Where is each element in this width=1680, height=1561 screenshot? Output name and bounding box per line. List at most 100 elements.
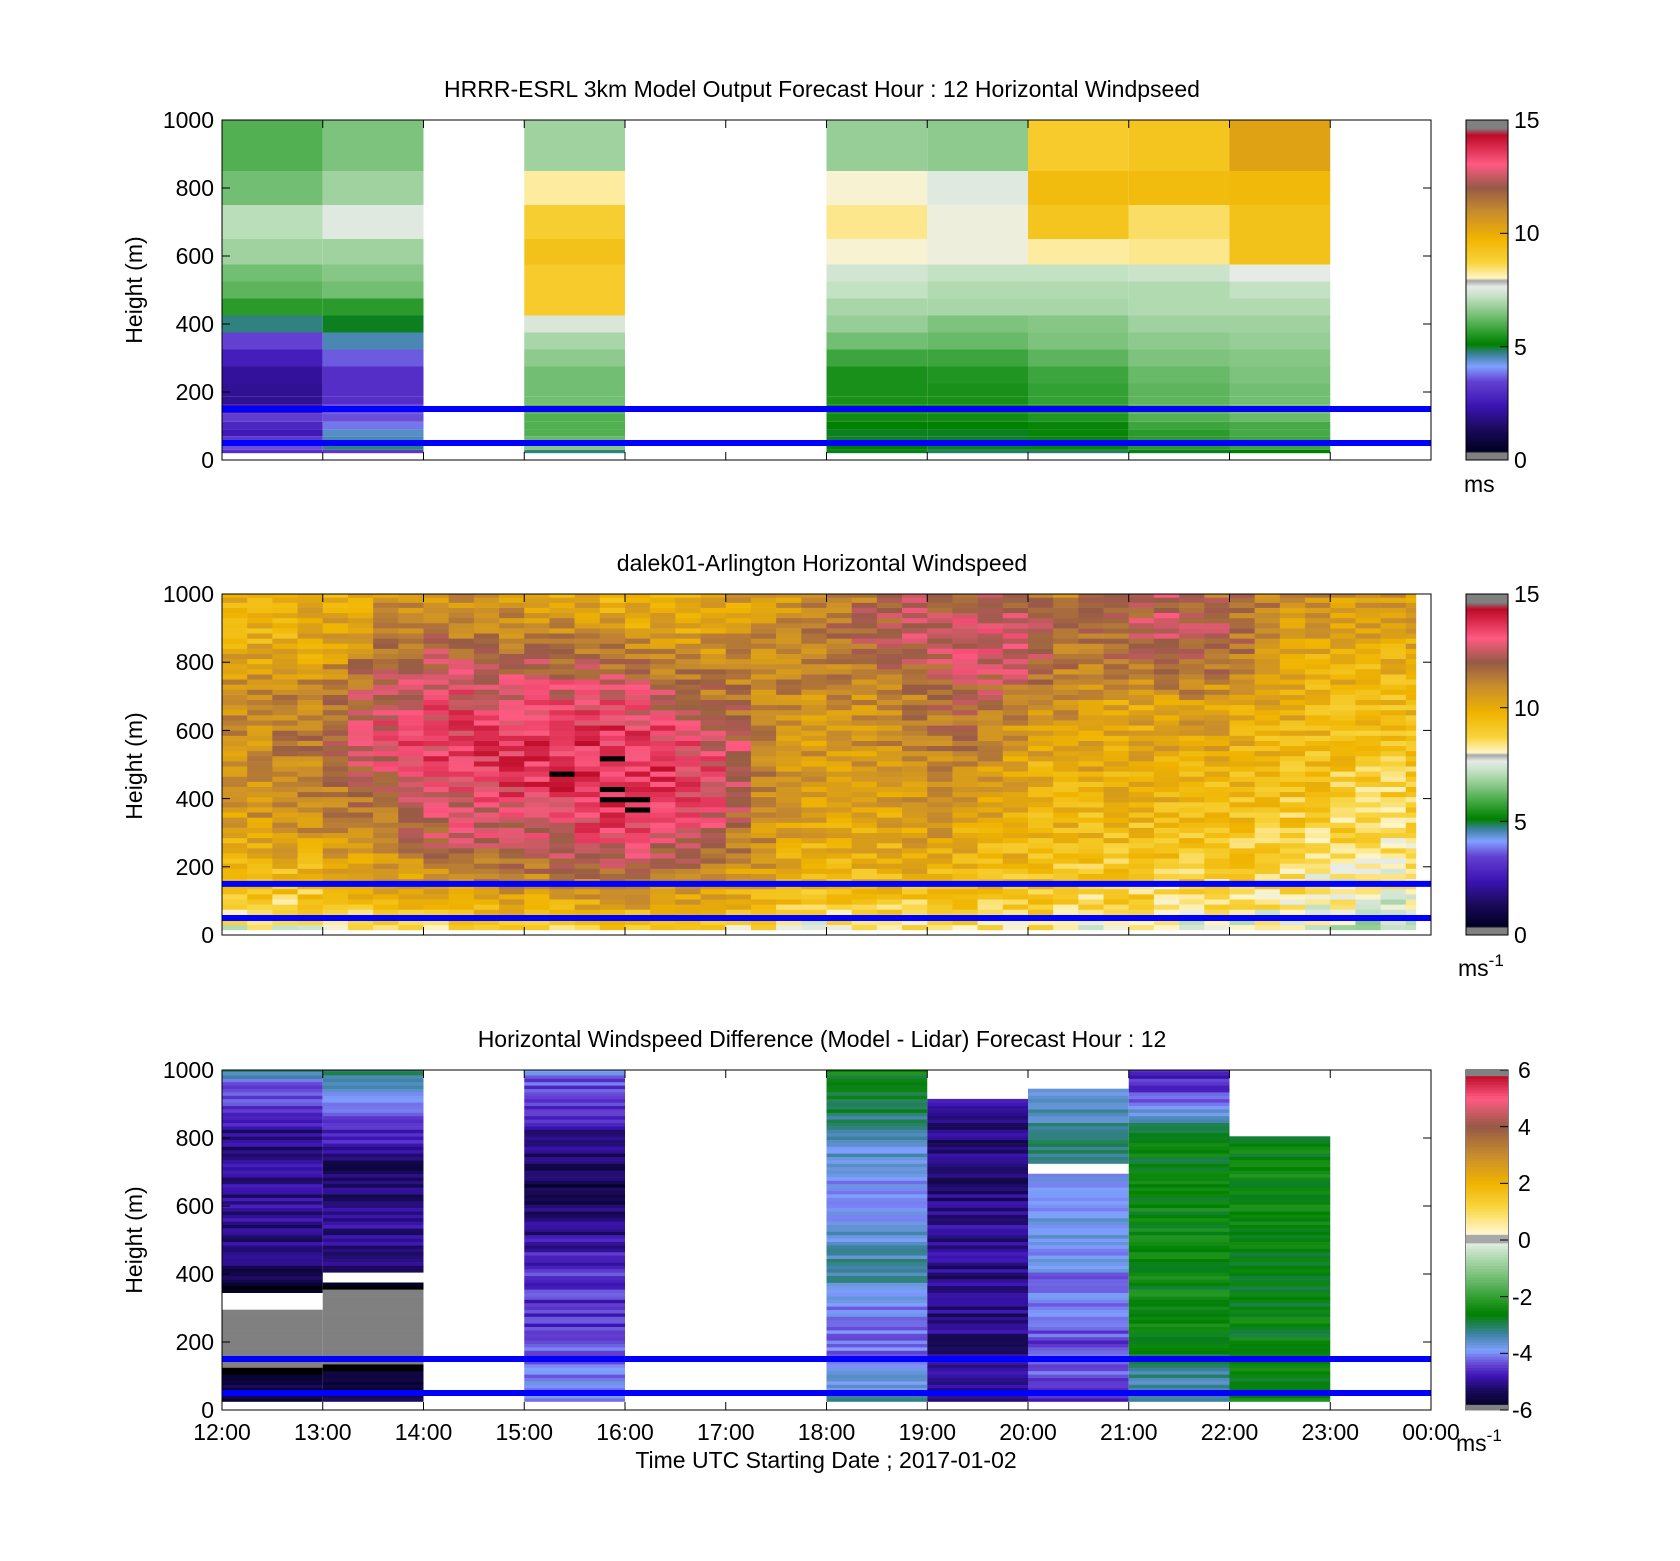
difference-cell: [222, 1102, 323, 1106]
lidar-cell: [499, 709, 525, 716]
difference-cell: [826, 1112, 928, 1117]
lidar-cell: [1153, 699, 1180, 706]
difference-cell: [826, 1262, 928, 1266]
lidar-cell: [574, 827, 601, 833]
difference-cell: [322, 1132, 424, 1137]
lidar-cell: [549, 873, 575, 880]
lidar-cell: [1405, 684, 1417, 690]
lidar-cell: [801, 909, 827, 915]
lidar-cell: [826, 699, 852, 706]
difference-cell: [1028, 1200, 1129, 1205]
lidar-cell: [1380, 776, 1407, 782]
difference-cell: [1229, 1323, 1331, 1327]
model-cell: [222, 315, 323, 333]
difference-cell: [1028, 1139, 1129, 1144]
lidar-cell: [373, 638, 399, 644]
lidar-cell: [1204, 612, 1230, 619]
lidar-cell: [1405, 674, 1417, 680]
lidar-colorbar-tick-label: 15: [1514, 581, 1540, 607]
difference-cell: [1028, 1088, 1129, 1093]
lidar-cell: [473, 653, 500, 660]
lidar-cell: [1305, 745, 1331, 752]
lidar-cell: [1128, 643, 1155, 649]
lidar-cell: [1179, 663, 1205, 670]
lidar-cell: [1405, 648, 1417, 654]
lidar-cell: [448, 842, 475, 849]
lidar-cell: [952, 658, 978, 665]
lidar-cell: [599, 648, 626, 654]
lidar-cell: [1279, 597, 1306, 603]
lidar-cell: [473, 612, 500, 619]
lidar-cell: [750, 781, 777, 787]
lidar-cell: [1355, 853, 1381, 859]
difference-cell: [826, 1333, 928, 1338]
lidar-cell: [625, 720, 651, 726]
lidar-cell: [1254, 699, 1281, 706]
lidar-cell: [524, 858, 550, 864]
lidar-cell: [272, 617, 298, 624]
lidar-cell: [1179, 904, 1205, 910]
lidar-cell: [347, 919, 374, 926]
difference-cell: [524, 1153, 625, 1157]
difference-cell: [222, 1143, 323, 1147]
lidar-cell: [1305, 663, 1331, 670]
lidar-cell: [725, 873, 752, 880]
lidar-cell: [675, 643, 701, 649]
lidar-cell: [1028, 842, 1054, 849]
lidar-cell: [599, 704, 626, 711]
lidar-cell: [801, 858, 827, 864]
lidar-cell: [1380, 694, 1407, 701]
difference-colorbar-segment: [1466, 1240, 1508, 1244]
difference-cell: [1028, 1143, 1129, 1147]
lidar-cell: [1002, 781, 1029, 787]
lidar-cell: [776, 812, 802, 818]
lidar-cell: [1330, 904, 1356, 910]
model-cell: [222, 383, 323, 397]
model-cell: [1028, 264, 1129, 282]
model-cell: [927, 264, 1028, 282]
lidar-cell: [322, 663, 349, 670]
lidar-cell: [650, 720, 676, 726]
lidar-cell: [574, 663, 601, 670]
lidar-cell: [373, 715, 399, 721]
lidar-cell: [222, 817, 248, 823]
difference-cell: [222, 1156, 323, 1161]
lidar-cell: [1103, 679, 1130, 685]
lidar-cell: [448, 837, 475, 844]
lidar-cell: [675, 832, 701, 839]
lidar-cell: [423, 817, 449, 823]
difference-cell: [1128, 1289, 1230, 1293]
lidar-cell: [750, 689, 777, 695]
difference-cell: [1128, 1374, 1230, 1378]
lidar-cell: [1053, 909, 1079, 915]
difference-cell: [927, 1333, 1028, 1338]
lidar-cell: [700, 781, 727, 787]
lidar-cell: [1405, 924, 1417, 931]
lidar-cell: [297, 612, 324, 619]
lidar-cell: [1179, 781, 1205, 787]
lidar-cell: [776, 643, 802, 649]
difference-colorbar-segment: [1466, 1353, 1508, 1357]
lidar-cell: [1355, 730, 1381, 736]
lidar-cell: [322, 745, 349, 752]
lidar-cell: [1153, 868, 1180, 874]
lidar-cell: [952, 904, 978, 910]
lidar-cell: [1179, 607, 1205, 614]
lidar-cell: [1229, 740, 1255, 747]
difference-cell: [927, 1204, 1028, 1208]
lidar-cell: [977, 786, 1004, 793]
model-cell: [927, 436, 1028, 443]
model-cell: [1229, 443, 1331, 450]
lidar-cell: [675, 699, 701, 706]
lidar-cell: [625, 791, 651, 798]
lidar-cell: [801, 689, 827, 695]
lidar-cell: [272, 817, 298, 823]
lidar-cell: [473, 858, 500, 864]
lidar-cell: [373, 689, 399, 695]
difference-cell: [222, 1387, 323, 1392]
difference-cell: [1229, 1299, 1331, 1304]
lidar-cell: [1078, 669, 1104, 675]
difference-cell: [524, 1126, 625, 1130]
difference-cell: [1028, 1319, 1129, 1324]
difference-cell: [826, 1143, 928, 1147]
